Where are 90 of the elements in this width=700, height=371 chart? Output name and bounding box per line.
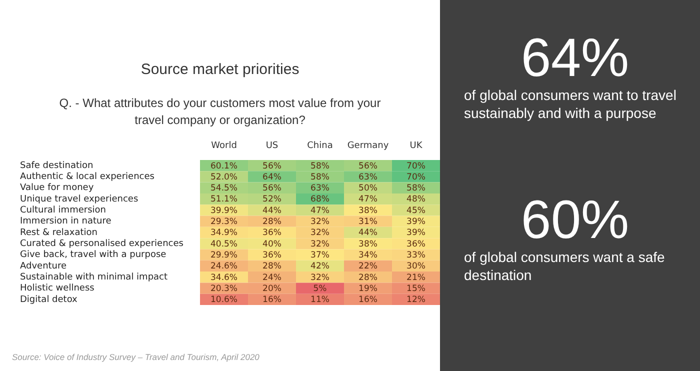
- x-tick-label: World: [211, 140, 237, 151]
- data-label: 34%: [358, 250, 378, 261]
- data-label: 63%: [358, 172, 378, 182]
- data-label: 44%: [358, 228, 378, 238]
- y-tick-label: Unique travel experiences: [20, 194, 138, 204]
- data-label: 37%: [310, 250, 330, 261]
- data-label: 50%: [358, 184, 378, 194]
- data-label: 52.0%: [210, 172, 238, 182]
- data-label: 16%: [358, 295, 378, 306]
- x-tick-label: US: [266, 140, 278, 151]
- y-tick-label: Immersion in nature: [20, 216, 112, 227]
- data-label: 32%: [310, 217, 330, 228]
- data-label: 52%: [262, 194, 282, 205]
- data-label: 70%: [406, 161, 426, 172]
- data-label: 38%: [358, 206, 378, 216]
- data-label: 44%: [262, 206, 282, 216]
- data-label: 15%: [406, 284, 426, 294]
- data-label: 58%: [406, 184, 426, 194]
- data-label: 40.5%: [210, 239, 238, 250]
- data-label: 32%: [310, 272, 330, 283]
- data-label: 36%: [262, 250, 282, 261]
- data-label: 64%: [262, 172, 282, 182]
- data-label: 21%: [406, 272, 426, 283]
- data-label: 24.6%: [210, 262, 238, 272]
- y-tick-label: Safe destination: [20, 160, 94, 171]
- data-label: 47%: [358, 194, 378, 205]
- data-label: 32%: [310, 228, 330, 238]
- data-label: 28%: [262, 262, 282, 272]
- data-label: 51.1%: [210, 194, 238, 205]
- data-label: 40%: [262, 239, 282, 250]
- text: of global consumers want a safe destination: [464, 248, 666, 284]
- data-label: 39%: [406, 228, 426, 238]
- data-label: 54.5%: [210, 184, 238, 194]
- y-tick-label: Rest & relaxation: [20, 228, 98, 238]
- data-label: 11%: [310, 295, 330, 306]
- data-label: 42%: [310, 262, 330, 272]
- y-tick-label: Value for money: [20, 183, 94, 194]
- data-label: 48%: [406, 194, 426, 205]
- data-label: 56%: [262, 184, 282, 194]
- data-label: 36%: [406, 239, 426, 250]
- source-note: Source: Voice of Industry Survey – Travel and Tourism, April 2020: [12, 352, 260, 362]
- data-label: 58%: [310, 161, 330, 172]
- y-tick-label: Digital detox: [20, 294, 78, 305]
- y-tick-label: Authentic & local experiences: [20, 172, 155, 182]
- text: of global consumers want to travel sustainably and with a purpose: [464, 86, 678, 122]
- data-label: 70%: [406, 172, 426, 182]
- data-label: 33%: [406, 250, 426, 261]
- data-label: 39%: [406, 217, 426, 228]
- data-label: 36%: [262, 228, 282, 238]
- data-label: 20%: [262, 284, 282, 294]
- data-label: 60.1%: [210, 161, 238, 172]
- y-tick-label: Give back, travel with a purpose: [20, 250, 167, 260]
- data-label: 47%: [310, 206, 330, 216]
- data-label: 45%: [406, 206, 426, 216]
- data-label: 28%: [262, 217, 282, 228]
- x-tick-label: China: [307, 140, 333, 151]
- y-tick-label: Curated & personalised experiences: [20, 239, 184, 249]
- data-label: 56%: [262, 161, 282, 172]
- text: 60%: [520, 190, 630, 250]
- chart-subtitle: Q. - What attributes do your customers most value from your travel company or organization?: [59, 96, 381, 127]
- data-label: 38%: [358, 239, 378, 250]
- data-label: 34.6%: [210, 272, 238, 283]
- data-label: 28%: [358, 272, 378, 283]
- y-tick-label: Holistic wellness: [20, 284, 95, 294]
- x-tick-label: Germany: [347, 140, 390, 151]
- data-label: 19%: [358, 284, 378, 294]
- data-label: 58%: [310, 172, 330, 182]
- data-label: 22%: [358, 262, 378, 272]
- data-label: 63%: [310, 184, 330, 194]
- data-label: 16%: [262, 295, 282, 306]
- y-tick-label: Adventure: [20, 261, 68, 272]
- data-label: 56%: [358, 161, 378, 172]
- data-label: 12%: [406, 295, 426, 306]
- data-label: 34.9%: [210, 228, 238, 238]
- chart-title: Source market priorities: [140, 61, 300, 78]
- data-label: 32%: [310, 239, 330, 250]
- y-tick-label: Cultural immersion: [20, 206, 106, 216]
- x-tick-label: UK: [410, 140, 424, 151]
- data-label: 39.9%: [210, 206, 238, 216]
- data-label: 24%: [262, 272, 282, 283]
- text: 64%: [520, 28, 630, 88]
- data-label: 68%: [310, 194, 330, 205]
- data-label: 29.9%: [210, 250, 238, 261]
- data-label: 29.3%: [210, 217, 238, 228]
- data-label: 10.6%: [210, 295, 238, 306]
- y-tick-label: Sustainable with minimal impact: [20, 272, 168, 282]
- data-label: 31%: [358, 217, 378, 228]
- data-label: 5%: [313, 284, 327, 294]
- data-label: 20.3%: [210, 284, 238, 294]
- data-label: 30%: [406, 262, 426, 272]
